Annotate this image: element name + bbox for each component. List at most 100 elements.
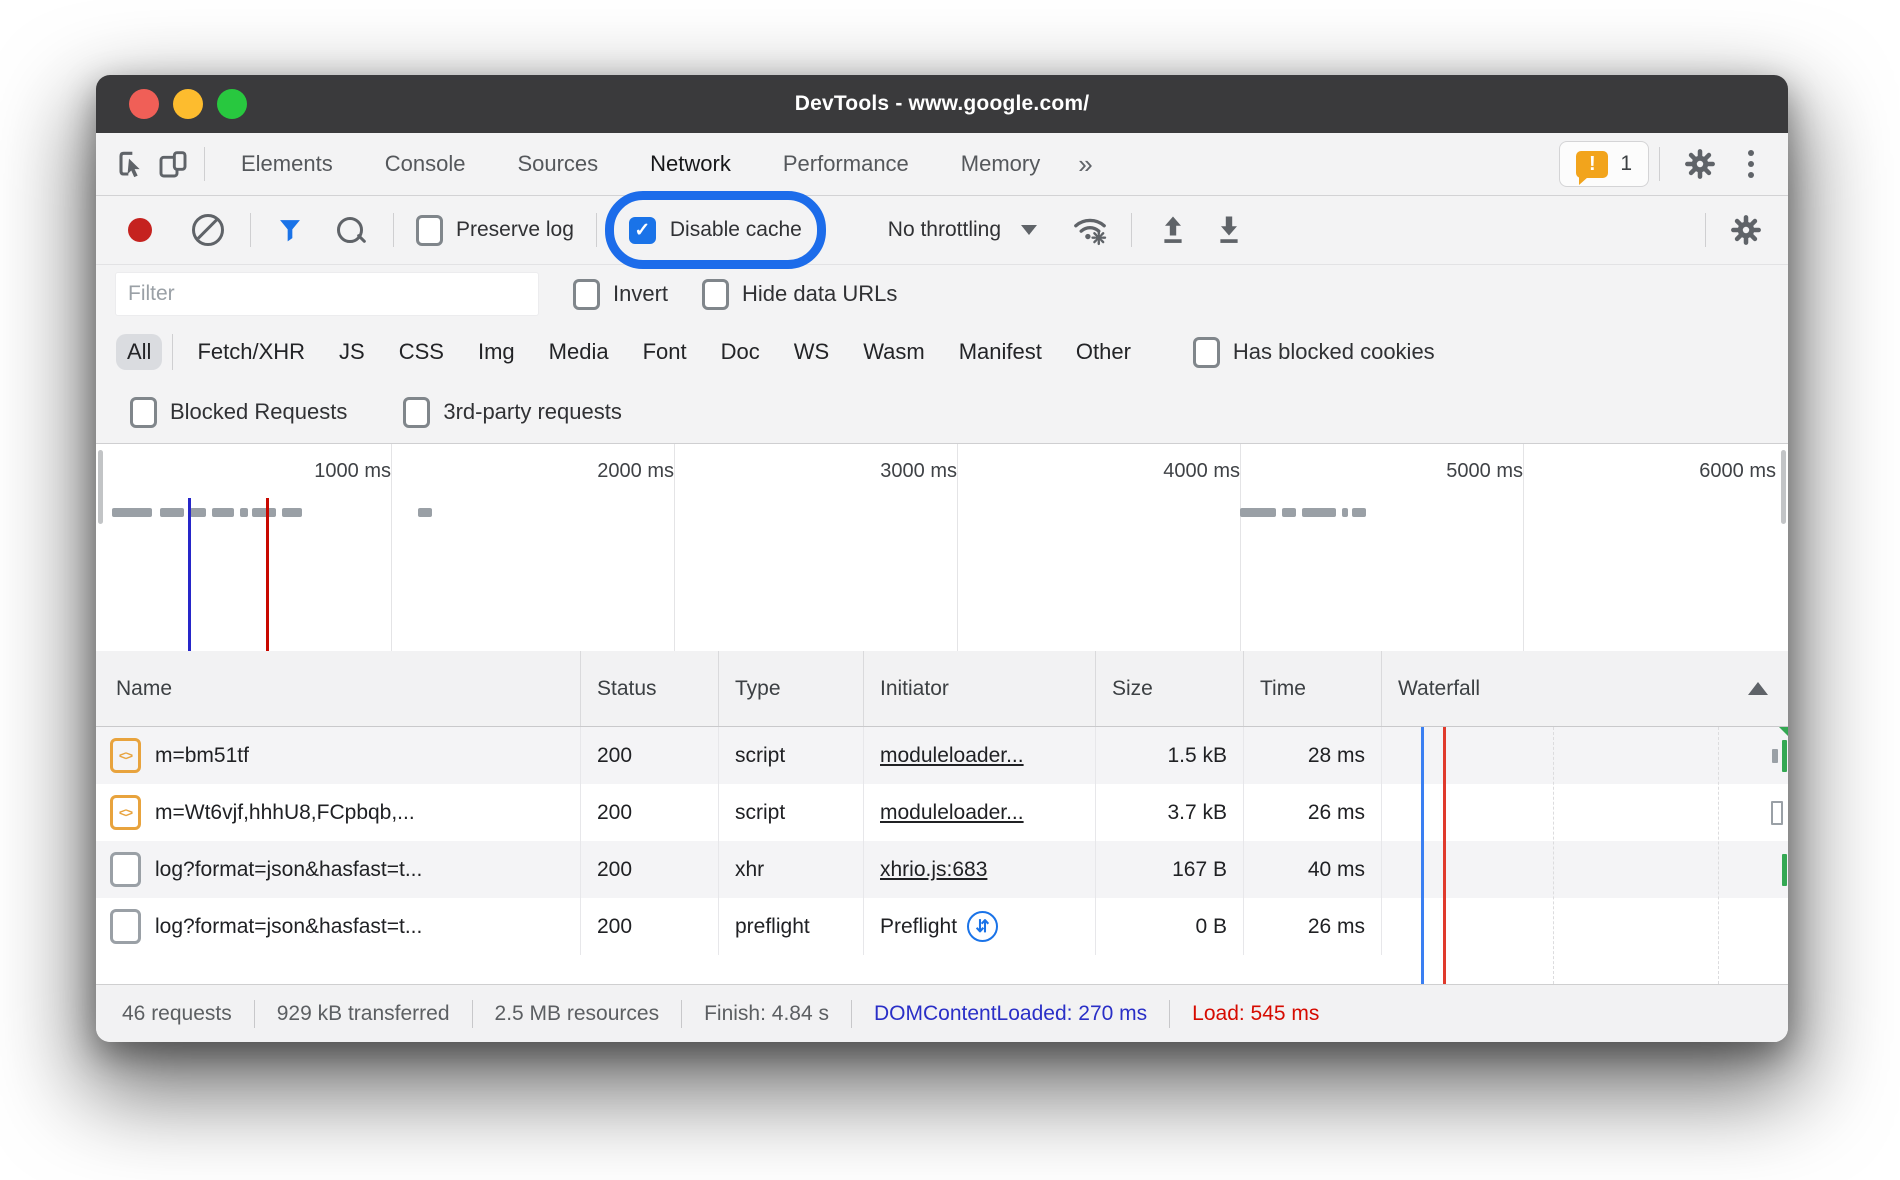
gridline bbox=[674, 444, 675, 651]
clear-network-log-icon[interactable] bbox=[192, 214, 224, 246]
search-icon[interactable] bbox=[337, 217, 363, 243]
throttling-dropdown[interactable]: No throttling bbox=[888, 218, 1038, 242]
preserve-log-checkbox[interactable] bbox=[416, 214, 443, 246]
filter-chip-wasm[interactable]: Wasm bbox=[863, 339, 925, 364]
tick-2000ms: 2000 ms bbox=[597, 460, 674, 482]
filter-chip-doc[interactable]: Doc bbox=[720, 339, 760, 364]
invert-toggle[interactable]: Invert bbox=[573, 278, 668, 310]
chevron-down-icon bbox=[1021, 225, 1038, 235]
filter-chip-media[interactable]: Media bbox=[548, 339, 609, 364]
filter-funnel-icon[interactable] bbox=[275, 216, 305, 244]
initiator-text: Preflight bbox=[880, 914, 958, 938]
hide-data-urls-toggle[interactable]: Hide data URLs bbox=[702, 278, 897, 310]
zoom-window-button[interactable] bbox=[217, 89, 247, 119]
filter-chip-ws[interactable]: WS bbox=[793, 339, 830, 364]
request-name: log?format=json&hasfast=t... bbox=[155, 914, 423, 938]
tab-network[interactable]: Network bbox=[650, 151, 731, 176]
request-time: 26 ms bbox=[1244, 784, 1382, 841]
table-row[interactable]: <> m=bm51tf 200 script moduleloader... 1.… bbox=[96, 727, 1788, 784]
minimize-window-button[interactable] bbox=[173, 89, 203, 119]
third-party-label: 3rd-party requests bbox=[443, 399, 622, 424]
initiator-link[interactable]: moduleloader... bbox=[880, 743, 1024, 767]
separator bbox=[1169, 999, 1171, 1028]
separator bbox=[1131, 213, 1133, 247]
overview-resize-handle-left[interactable] bbox=[98, 450, 103, 524]
settings-gear-icon[interactable] bbox=[1684, 148, 1716, 180]
filter-chip-fetch-xhr[interactable]: Fetch/XHR bbox=[197, 339, 306, 364]
disable-cache-label: Disable cache bbox=[669, 218, 802, 241]
filter-chip-all[interactable]: All bbox=[116, 334, 163, 370]
overview-resize-handle-right[interactable] bbox=[1781, 450, 1786, 524]
activity-dash bbox=[112, 508, 152, 517]
tab-sources[interactable]: Sources bbox=[517, 151, 599, 176]
column-header-type[interactable]: Type bbox=[719, 651, 864, 726]
third-party-toggle[interactable]: 3rd-party requests bbox=[403, 396, 622, 428]
record-button[interactable] bbox=[128, 218, 152, 242]
filter-chip-js[interactable]: JS bbox=[339, 339, 365, 364]
more-tabs-icon[interactable]: » bbox=[1078, 148, 1093, 179]
filter-chip-font[interactable]: Font bbox=[642, 339, 687, 364]
filter-chip-manifest[interactable]: Manifest bbox=[958, 339, 1042, 364]
column-header-time[interactable]: Time bbox=[1244, 651, 1382, 726]
tab-memory[interactable]: Memory bbox=[960, 151, 1041, 176]
filter-input[interactable] bbox=[115, 272, 539, 316]
table-row[interactable]: log?format=json&hasfast=t... 200 xhr xhr… bbox=[96, 841, 1788, 898]
request-size: 3.7 kB bbox=[1096, 784, 1244, 841]
issues-button[interactable]: ! 1 bbox=[1559, 141, 1649, 187]
filter-chip-css[interactable]: CSS bbox=[398, 339, 444, 364]
request-status: 200 bbox=[581, 727, 719, 784]
request-time: 40 ms bbox=[1244, 841, 1382, 898]
network-toolbar: Preserve log ✓ Disable cache No throttli… bbox=[96, 191, 1788, 269]
activity-dash bbox=[212, 508, 234, 517]
preserve-log-toggle[interactable]: Preserve log bbox=[416, 214, 574, 246]
tab-elements[interactable]: Elements bbox=[241, 151, 333, 176]
column-header-waterfall[interactable]: Waterfall bbox=[1382, 651, 1788, 726]
network-settings-gear-icon[interactable] bbox=[1730, 214, 1762, 246]
activity-dash bbox=[240, 508, 248, 517]
overflow-menu-icon[interactable] bbox=[1738, 146, 1764, 182]
preflight-arrows-icon[interactable]: ⇵ bbox=[967, 911, 999, 942]
tab-performance[interactable]: Performance bbox=[782, 151, 909, 176]
activity-dash bbox=[190, 508, 206, 517]
titlebar: DevTools - www.google.com/ bbox=[96, 75, 1788, 133]
import-har-icon[interactable] bbox=[1158, 214, 1188, 246]
initiator-link[interactable]: moduleloader... bbox=[880, 800, 1024, 824]
filter-chip-img[interactable]: Img bbox=[477, 339, 515, 364]
hide-data-urls-checkbox[interactable] bbox=[702, 278, 730, 310]
request-size: 0 B bbox=[1096, 898, 1244, 955]
export-har-icon[interactable] bbox=[1214, 214, 1244, 246]
has-blocked-cookies-toggle[interactable]: Has blocked cookies bbox=[1192, 336, 1435, 368]
separator bbox=[1659, 147, 1660, 181]
initiator-link[interactable]: xhrio.js:683 bbox=[880, 857, 988, 881]
transferred-size: 929 kB transferred bbox=[276, 1001, 450, 1025]
disable-cache-checkbox[interactable]: ✓ bbox=[628, 216, 656, 244]
blocked-requests-checkbox[interactable] bbox=[130, 396, 157, 428]
activity-dash bbox=[282, 508, 302, 517]
column-header-name[interactable]: Name bbox=[96, 651, 581, 726]
activity-dash bbox=[418, 508, 432, 517]
network-overview-timeline[interactable]: 1000 ms 2000 ms 3000 ms 4000 ms 5000 ms … bbox=[96, 444, 1788, 651]
table-row[interactable]: log?format=json&hasfast=t... 200 preflig… bbox=[96, 898, 1788, 955]
table-row[interactable]: <> m=Wt6vjf,hhhU8,FCpbqb,... 200 script m… bbox=[96, 784, 1788, 841]
waterfall-load-line bbox=[1443, 727, 1446, 984]
has-blocked-cookies-checkbox[interactable] bbox=[1192, 336, 1220, 368]
activity-dash bbox=[1352, 508, 1366, 517]
inspect-element-icon[interactable] bbox=[110, 143, 152, 185]
blocked-requests-label: Blocked Requests bbox=[170, 399, 348, 424]
column-header-initiator[interactable]: Initiator bbox=[864, 651, 1096, 726]
request-time: 28 ms bbox=[1244, 727, 1382, 784]
gridline bbox=[1523, 444, 1524, 651]
blocked-requests-toggle[interactable]: Blocked Requests bbox=[130, 396, 348, 428]
filter-chip-other[interactable]: Other bbox=[1075, 339, 1131, 364]
network-conditions-icon[interactable] bbox=[1071, 213, 1109, 247]
close-window-button[interactable] bbox=[129, 89, 159, 119]
device-toolbar-icon[interactable] bbox=[152, 143, 194, 185]
tab-console[interactable]: Console bbox=[384, 151, 466, 176]
third-party-checkbox[interactable] bbox=[403, 396, 431, 428]
column-header-status[interactable]: Status bbox=[581, 651, 719, 726]
window-title: DevTools - www.google.com/ bbox=[794, 92, 1090, 115]
column-header-size[interactable]: Size bbox=[1096, 651, 1244, 726]
invert-checkbox[interactable] bbox=[573, 278, 600, 310]
disable-cache-toggle[interactable]: ✓ Disable cache bbox=[604, 191, 826, 269]
request-filter-row: Blocked Requests 3rd-party requests bbox=[96, 381, 1788, 444]
